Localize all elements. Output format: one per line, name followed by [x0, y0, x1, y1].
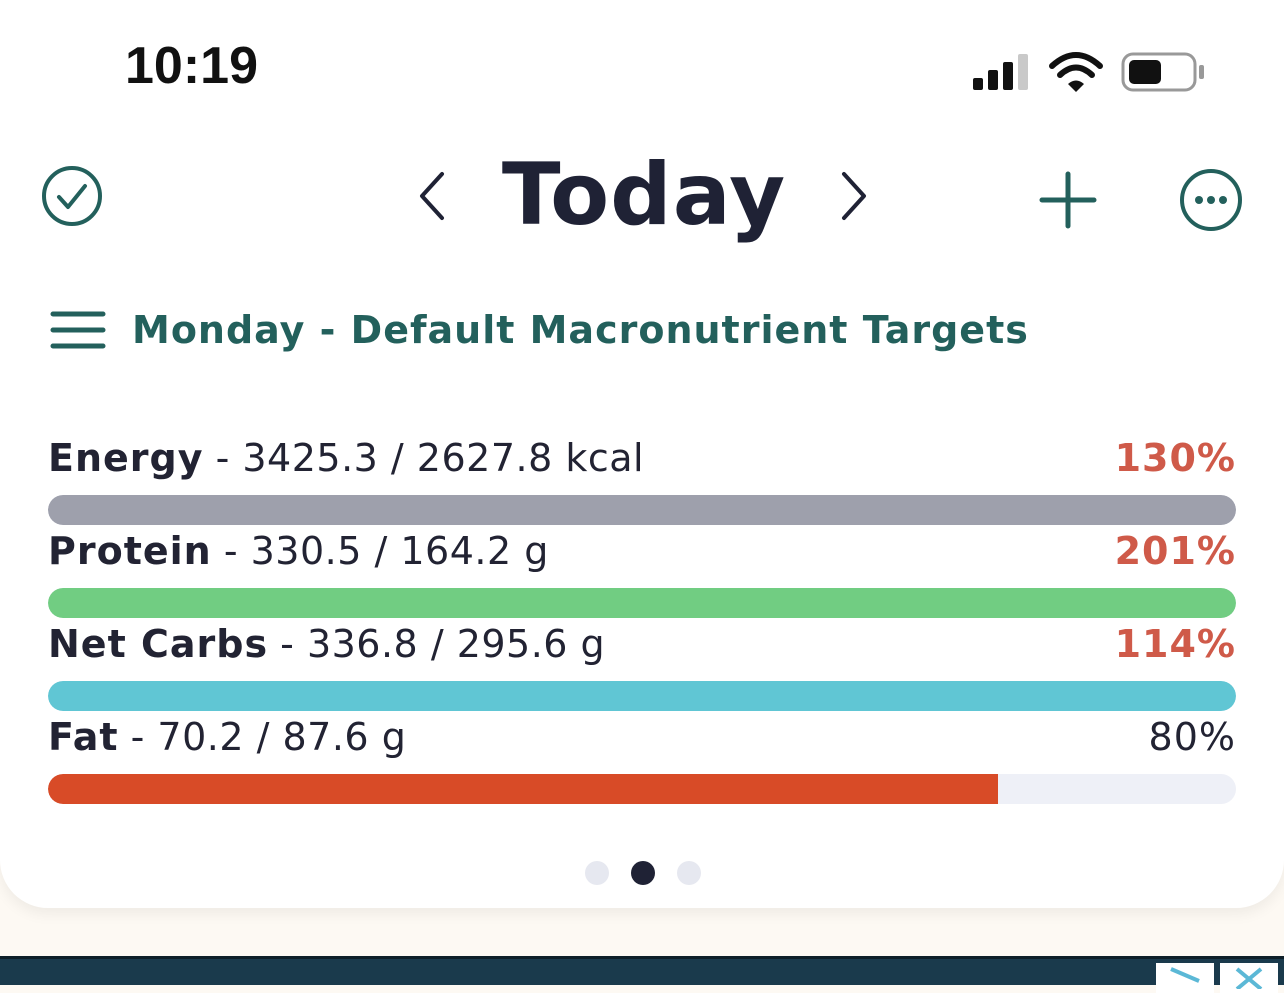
ad-choices-icon[interactable]: [1156, 963, 1214, 993]
progress-bar: [48, 495, 1236, 525]
check-circle-icon[interactable]: [40, 164, 104, 228]
daily-summary-card: 10:19 Today: [0, 0, 1284, 908]
target-label: Monday - Default Macronutrient Targets: [132, 308, 1029, 352]
progress-bar: [48, 681, 1236, 711]
page-indicator[interactable]: [585, 861, 701, 885]
battery-icon: [1121, 52, 1204, 92]
progress-fill: [48, 681, 1236, 711]
page-dot[interactable]: [677, 861, 701, 885]
progress-fill: [48, 588, 1236, 618]
macro-protein: Protein - 330.5 / 164.2 g 201%: [48, 529, 1236, 618]
chevron-left-icon[interactable]: [412, 168, 452, 224]
ad-close-button[interactable]: [1220, 963, 1278, 993]
macro-name: Protein: [48, 529, 212, 573]
menu-icon: [50, 311, 106, 349]
ellipsis-circle-icon[interactable]: [1178, 167, 1244, 233]
macro-percent: 80%: [1148, 715, 1236, 759]
macro-value: - 336.8 / 295.6 g: [280, 622, 606, 666]
macro-name: Fat: [48, 715, 119, 759]
macro-net-carbs: Net Carbs - 336.8 / 295.6 g 114%: [48, 622, 1236, 711]
plus-icon[interactable]: [1038, 170, 1098, 230]
macro-percent: 114%: [1114, 622, 1236, 666]
macro-percent: 130%: [1114, 436, 1236, 480]
cellular-signal-icon: [973, 54, 1028, 90]
progress-fill: [48, 774, 999, 804]
page-dot[interactable]: [585, 861, 609, 885]
macro-percent: 201%: [1114, 529, 1236, 573]
macro-value: - 3425.3 / 2627.8 kcal: [215, 436, 645, 480]
page-dot[interactable]: [631, 861, 655, 885]
target-selector[interactable]: Monday - Default Macronutrient Targets: [50, 302, 1029, 358]
progress-bar: [48, 774, 1236, 804]
play-triangle-icon: [1170, 967, 1200, 983]
ad-banner[interactable]: [0, 956, 1284, 993]
macro-value: - 330.5 / 164.2 g: [223, 529, 549, 573]
close-icon: [1235, 967, 1263, 989]
macro-value: - 70.2 / 87.6 g: [130, 715, 407, 759]
macro-fat: Fat - 70.2 / 87.6 g 80%: [48, 715, 1236, 804]
wifi-icon: [1049, 52, 1103, 92]
progress-bar: [48, 588, 1236, 618]
chevron-right-icon[interactable]: [834, 168, 874, 224]
status-time: 10:19: [125, 37, 258, 95]
macro-name: Energy: [48, 436, 204, 480]
progress-fill: [48, 495, 1236, 525]
macro-name: Net Carbs: [48, 622, 269, 666]
page-title: Today: [501, 145, 787, 245]
macro-energy: Energy - 3425.3 / 2627.8 kcal 130%: [48, 436, 1236, 525]
